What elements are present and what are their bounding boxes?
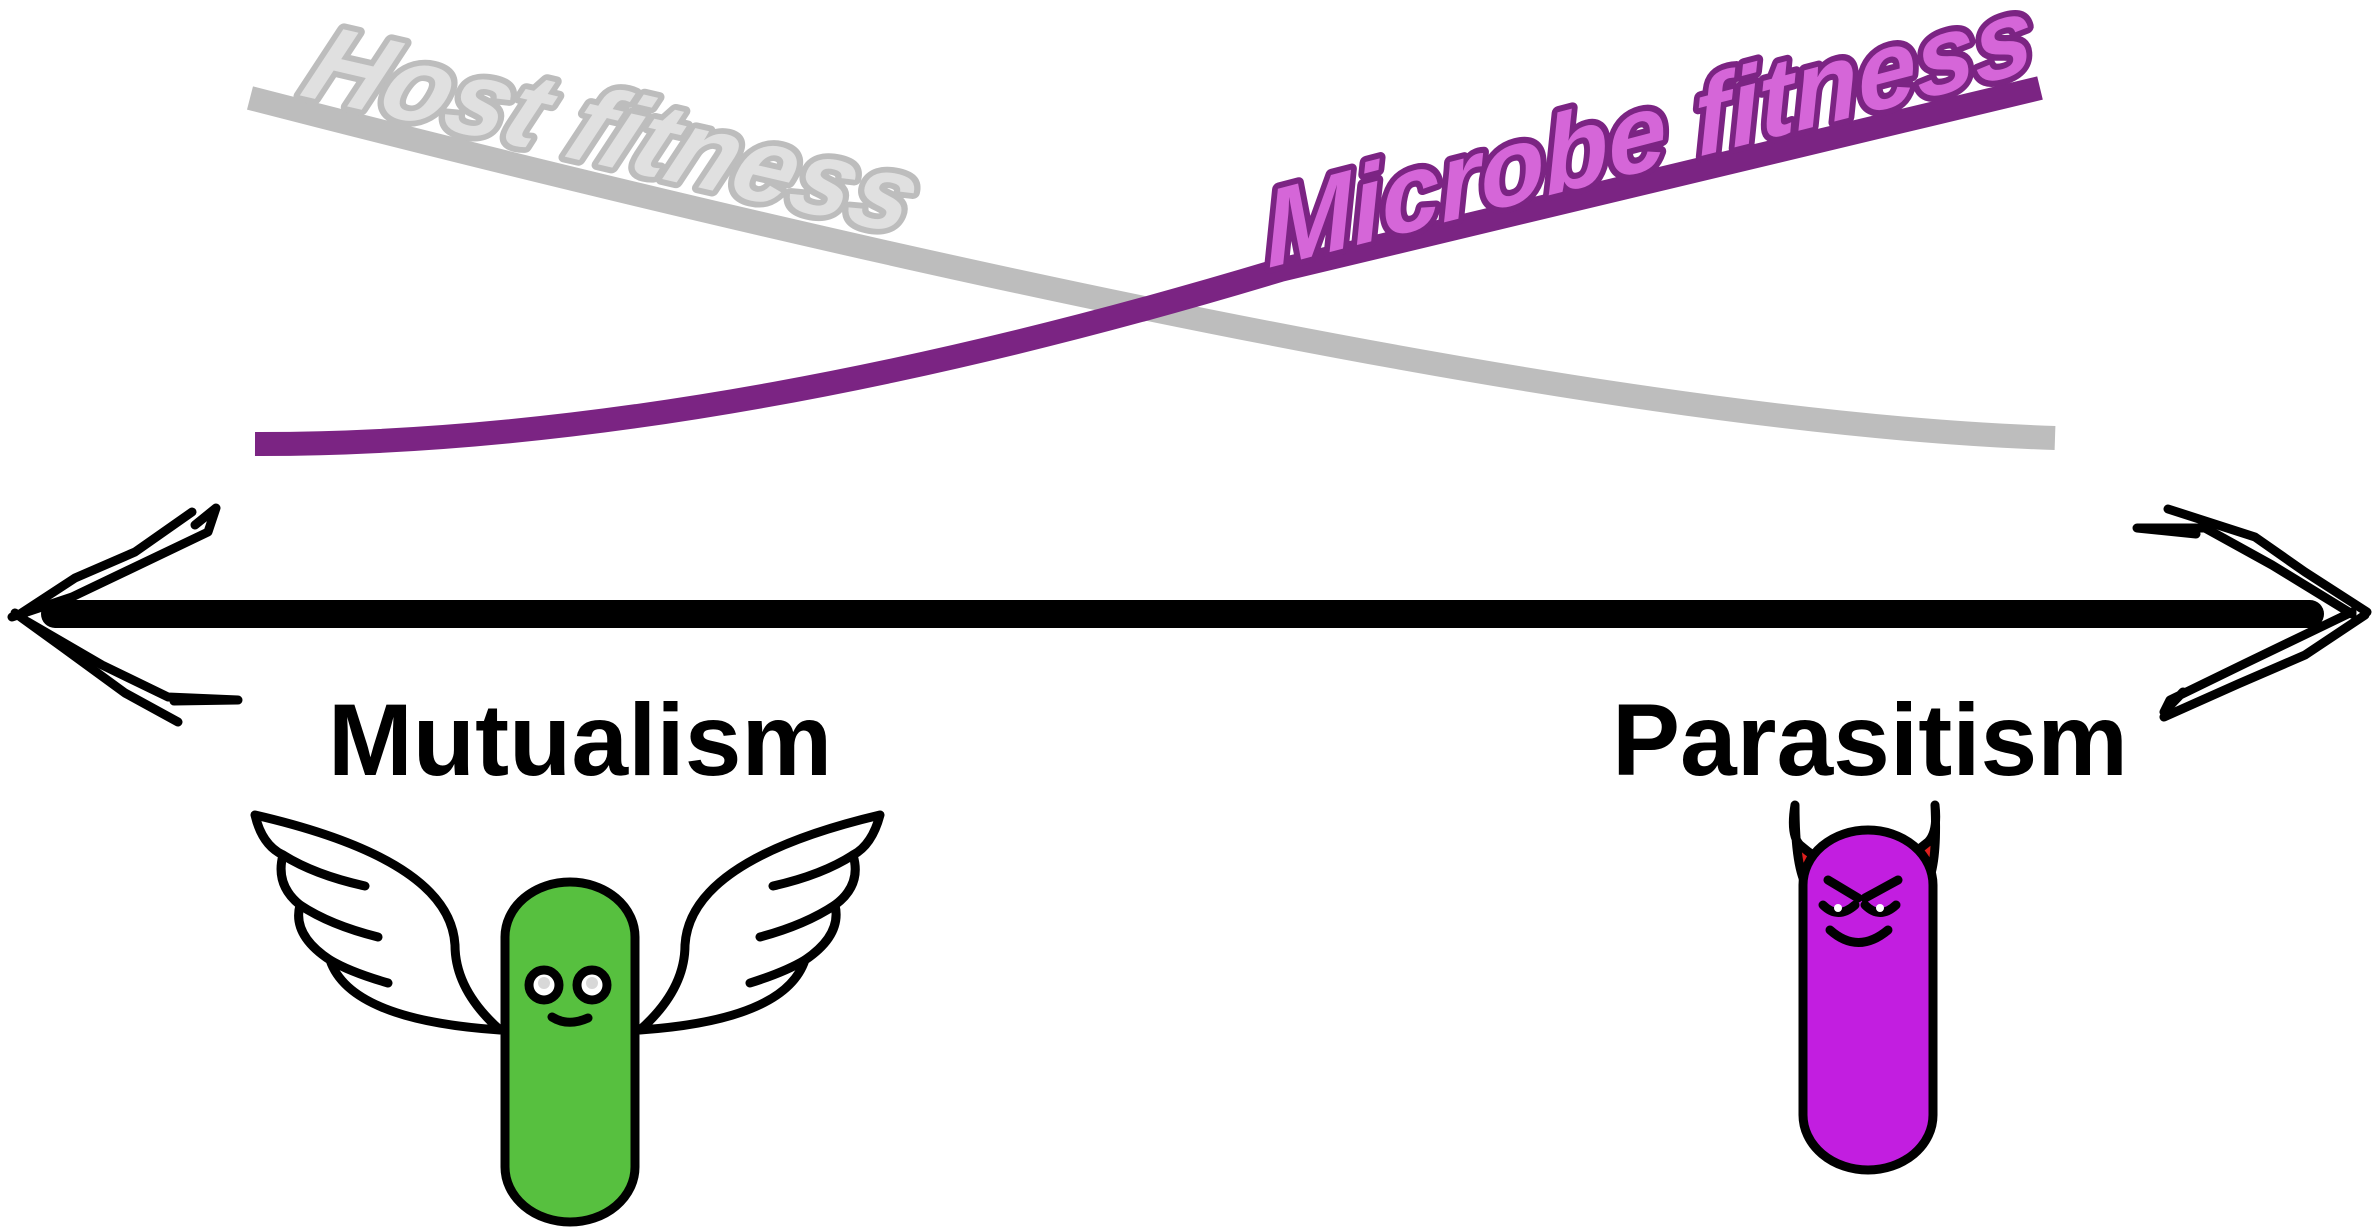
host-fitness-label: Host fitness bbox=[289, 4, 939, 256]
angel-body bbox=[500, 877, 640, 1227]
mutualism-label: Mutualism bbox=[328, 683, 832, 797]
axis-right-arrowhead bbox=[2132, 504, 2372, 722]
devil-microbe-icon bbox=[1788, 800, 1941, 1175]
right-wing-icon bbox=[635, 810, 885, 1035]
microbe-fitness-curve bbox=[254, 76, 2043, 457]
parasitism-label: Parasitism bbox=[1612, 683, 2128, 797]
axis-left-arrowhead bbox=[7, 503, 243, 727]
angel-microbe-icon bbox=[250, 810, 885, 1227]
microbe-fitness-label: Microbe fitness bbox=[1260, 0, 2037, 292]
spectrum-axis bbox=[7, 503, 2372, 727]
devil-body bbox=[1798, 825, 1938, 1175]
left-wing-icon bbox=[250, 810, 505, 1035]
host-fitness-curve bbox=[247, 86, 2056, 450]
